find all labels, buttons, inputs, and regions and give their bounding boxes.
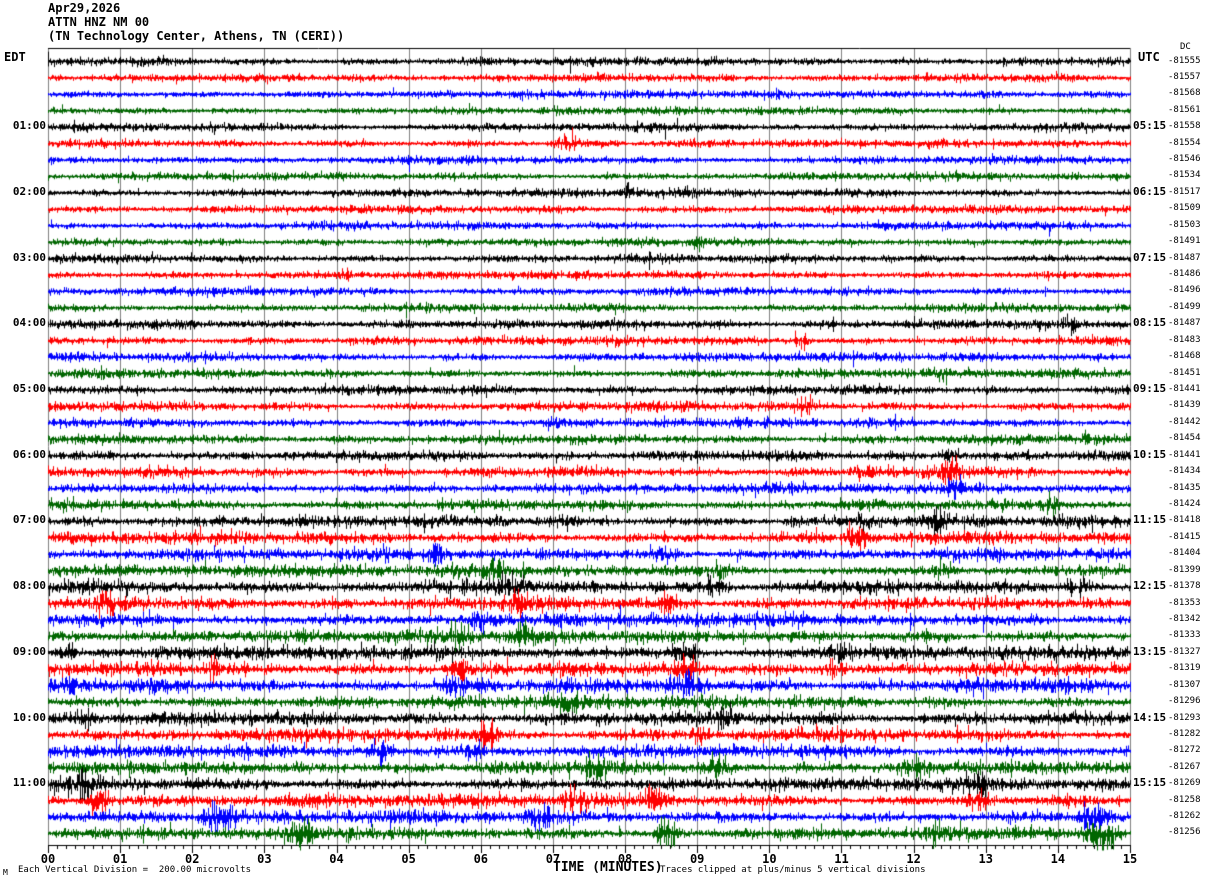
helicorder-page: Apr29,2026 ATTN HNZ NM 00 (TN Technology… — [0, 0, 1210, 886]
seismogram-canvas — [0, 0, 1210, 886]
